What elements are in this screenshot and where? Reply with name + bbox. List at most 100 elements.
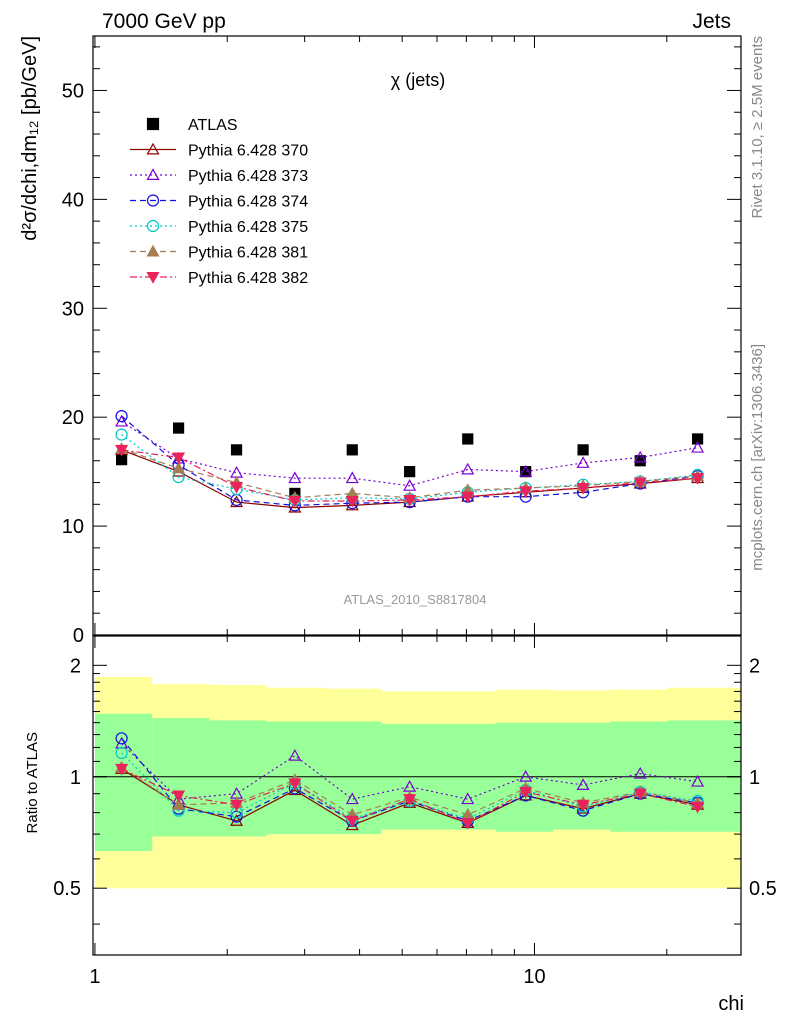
legend-label: Pythia 6.428 370	[188, 143, 308, 160]
ratio-point	[172, 798, 186, 810]
legend-marker	[146, 194, 160, 207]
ratio-point	[230, 814, 244, 826]
data-point	[288, 496, 302, 508]
ratio-point	[691, 801, 705, 814]
data-point	[230, 495, 244, 508]
series-6	[115, 444, 705, 508]
ratio-point	[461, 818, 475, 830]
data-point	[230, 481, 244, 494]
data-point	[519, 486, 533, 498]
data-point	[288, 471, 302, 484]
ratio-point	[172, 790, 186, 803]
legend-marker	[146, 168, 160, 180]
ratio-point	[345, 815, 359, 828]
data-point	[461, 491, 475, 504]
legend-label: Pythia 6.428 381	[188, 245, 308, 262]
legend-marker	[146, 142, 160, 155]
ratio-y-label: Ratio to ATLAS	[24, 732, 41, 833]
ratio-point	[519, 770, 533, 782]
ratio-point	[288, 778, 302, 791]
main-y-tick-label: 10	[62, 516, 84, 538]
legend-item: Pythia 6.428 382	[130, 270, 308, 287]
data-point	[345, 496, 359, 508]
main-y-tick-label: 20	[62, 407, 84, 429]
x-axis-label: chi	[718, 993, 744, 1015]
ratio-point	[403, 794, 417, 806]
x-tick-label: 1	[89, 966, 100, 988]
legend-label: Pythia 6.428 375	[188, 219, 308, 236]
mcplots-text: mcplots.cern.ch [arXiv:1306.3436]	[749, 344, 766, 571]
ratio-point	[576, 778, 590, 791]
ratio-point	[115, 732, 128, 745]
series-line	[121, 415, 698, 507]
legend-marker	[146, 117, 160, 131]
legend-item: Pythia 6.428 374	[130, 194, 308, 211]
data-point	[461, 462, 475, 475]
data-point	[115, 409, 128, 423]
rivet-text: Rivet 3.1.10, ≥ 2.5M events	[749, 36, 766, 219]
data-point	[404, 466, 416, 478]
data-point	[633, 450, 647, 463]
ratio-point	[633, 766, 647, 779]
main-y-tick-label: 50	[62, 80, 84, 102]
data-point	[345, 471, 359, 484]
main-panel: 0 10 20 30 40 50 χ (jets) ATLAS_2010_S8817804…	[19, 35, 742, 647]
ratio-point	[230, 799, 244, 812]
main-y-label: d²σ/dchi,dm₁₂ [pb/GeV]	[19, 36, 41, 241]
legend-label: Pythia 6.428 373	[188, 168, 308, 185]
main-y-tick-label: 0	[73, 625, 84, 647]
legend-item: Pythia 6.428 373	[130, 168, 308, 185]
ratio-point	[115, 763, 129, 776]
ratio-point	[345, 792, 359, 805]
legend-label: Pythia 6.428 374	[188, 194, 308, 211]
data-point	[115, 414, 129, 427]
main-frame	[92, 35, 742, 636]
ratio-line	[121, 743, 698, 800]
ratio-point	[633, 788, 647, 801]
legend-marker	[146, 272, 160, 284]
main-y-tick-label: 30	[62, 298, 84, 320]
band-inner	[667, 720, 741, 832]
legend-item: Pythia 6.428 381	[130, 245, 308, 262]
legend-label: Pythia 6.428 382	[188, 270, 308, 287]
data-point	[691, 473, 705, 485]
data-point	[172, 422, 185, 434]
ratio-point	[461, 792, 475, 805]
data-point	[115, 428, 128, 441]
series-2	[115, 414, 705, 491]
ratio-y-tick-label: 2	[70, 655, 81, 677]
data-point	[576, 456, 590, 468]
series-line	[121, 449, 698, 502]
watermark: ATLAS_2010_S8817804	[344, 592, 487, 607]
legend-label: ATLAS	[188, 117, 238, 134]
data-point	[346, 444, 358, 456]
data-point	[230, 444, 243, 456]
data-point	[230, 465, 244, 478]
series-line	[121, 420, 698, 487]
legend-item: Pythia 6.428 375	[130, 219, 308, 236]
legend-item: ATLAS	[146, 117, 238, 134]
data-point	[345, 498, 359, 511]
ratio-y-tick-label-right: 1	[749, 767, 760, 789]
data-point	[172, 461, 186, 474]
data-point	[691, 440, 705, 453]
legend-marker	[146, 244, 160, 257]
ratio-point	[691, 774, 705, 787]
data-point	[577, 444, 589, 456]
series-line	[121, 434, 698, 501]
ratio-point	[576, 801, 590, 814]
ratio-point	[519, 786, 533, 799]
data-point	[115, 444, 129, 457]
data-point	[288, 500, 302, 513]
data-point	[691, 433, 704, 445]
ratio-line	[121, 768, 698, 824]
ratio-y-tick-label-right: 0.5	[749, 878, 777, 900]
data-point	[462, 433, 474, 445]
main-y-tick-label: 40	[62, 189, 84, 211]
legend-marker	[146, 219, 160, 233]
ratio-point	[576, 799, 590, 812]
data-point	[172, 452, 186, 465]
ratio-plot-area: 0.5 0.5 1 1 2 2 1 10	[53, 635, 777, 988]
x-tick-label: 10	[523, 966, 545, 988]
